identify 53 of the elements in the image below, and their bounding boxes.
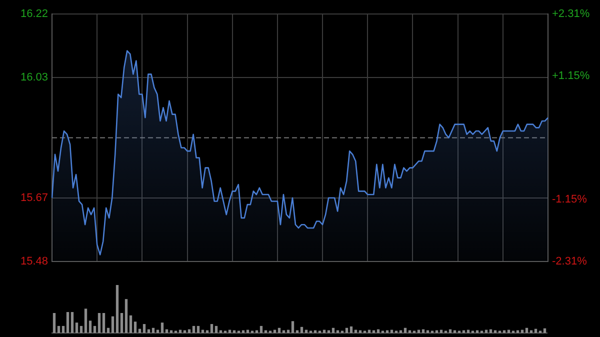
bar bbox=[404, 328, 407, 333]
bar bbox=[350, 326, 353, 333]
bar bbox=[489, 329, 492, 333]
bar bbox=[75, 322, 78, 333]
bar bbox=[160, 322, 164, 333]
bar bbox=[129, 315, 132, 333]
y2-tick-label: +1.15% bbox=[552, 70, 590, 82]
y-tick-label: 15.48 bbox=[20, 255, 48, 268]
bar bbox=[111, 316, 114, 333]
bar bbox=[291, 321, 294, 333]
bar bbox=[300, 326, 304, 333]
bar bbox=[188, 329, 191, 333]
bar bbox=[102, 312, 106, 333]
bar bbox=[124, 299, 128, 333]
bar bbox=[52, 312, 56, 333]
bar bbox=[165, 329, 168, 333]
bar bbox=[62, 326, 65, 333]
y-tick-label: 16.03 bbox=[20, 72, 48, 84]
bar bbox=[192, 326, 196, 333]
y-tick-label: 16.22 bbox=[20, 8, 48, 20]
bar bbox=[88, 320, 92, 333]
bar bbox=[525, 328, 528, 333]
y2-tick-label: -2.31% bbox=[552, 255, 588, 268]
bar bbox=[332, 328, 335, 333]
bar bbox=[98, 312, 101, 333]
bar bbox=[376, 329, 380, 333]
bar bbox=[70, 312, 74, 333]
bar bbox=[152, 328, 155, 333]
bar bbox=[448, 329, 452, 333]
bar bbox=[116, 285, 119, 333]
bar bbox=[147, 329, 150, 333]
bar bbox=[210, 324, 214, 333]
bar bbox=[142, 324, 146, 333]
bar bbox=[57, 326, 60, 333]
bar bbox=[196, 326, 200, 333]
bar bbox=[84, 308, 88, 333]
bar bbox=[422, 329, 425, 333]
bar bbox=[80, 326, 83, 333]
y2-tick-label: +2.31% bbox=[552, 8, 590, 20]
bar bbox=[260, 326, 263, 333]
bar bbox=[66, 312, 70, 333]
y-tick-label: 15.67 bbox=[20, 192, 48, 204]
bar bbox=[345, 328, 348, 333]
bar bbox=[134, 322, 137, 333]
bar bbox=[214, 326, 218, 333]
bar bbox=[138, 328, 142, 333]
bar bbox=[534, 328, 538, 333]
bar bbox=[93, 326, 96, 333]
bar bbox=[278, 328, 281, 333]
bar bbox=[543, 328, 546, 333]
bar bbox=[106, 328, 110, 333]
y2-tick-label: -1.15% bbox=[552, 193, 588, 206]
bar bbox=[120, 312, 124, 333]
